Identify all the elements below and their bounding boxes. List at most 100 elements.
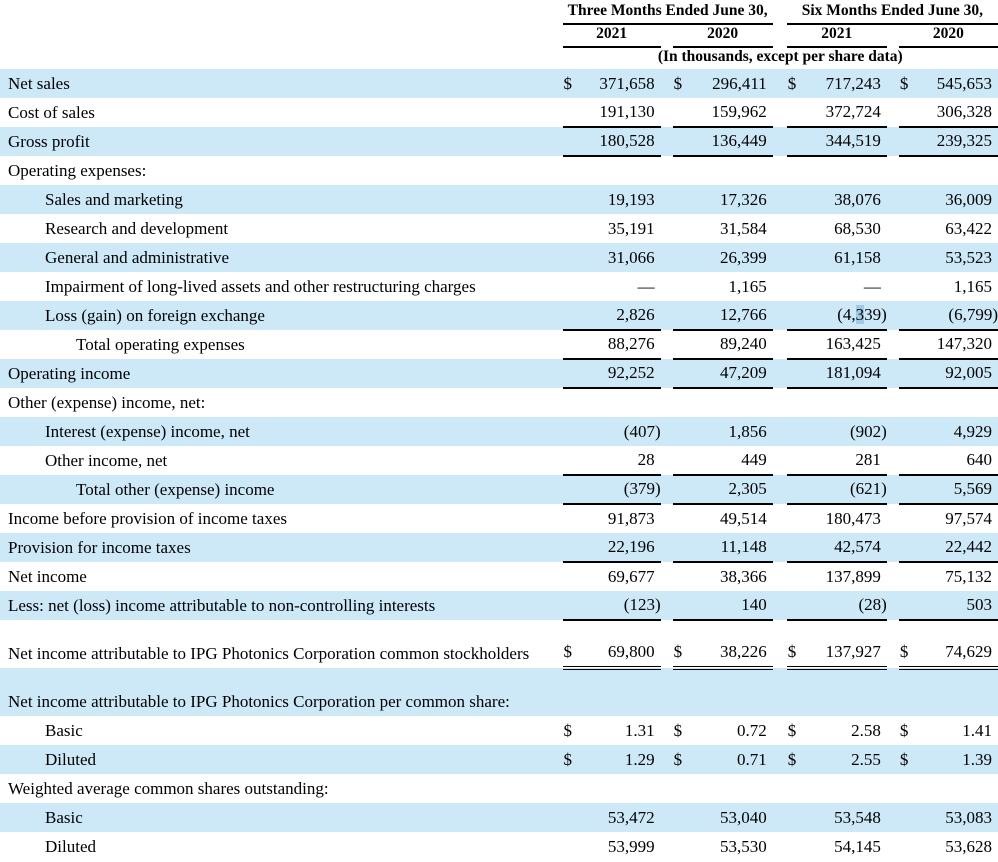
currency-cell (898, 803, 919, 832)
spacer (886, 359, 899, 388)
spacer (887, 330, 899, 359)
currency-cell (787, 504, 807, 533)
currency-cell (787, 562, 807, 591)
value-cell: 640 (918, 446, 998, 476)
spacer (660, 417, 673, 446)
value-cell (693, 156, 773, 185)
table-row: Less: net (loss) income attributable to … (0, 591, 998, 621)
table-row: Operating income 92,252 47,209 181,094 92,00… (0, 359, 998, 389)
value-cell: 281 (806, 446, 887, 476)
spacer (660, 359, 673, 388)
currency-cell (673, 832, 693, 861)
table-row: Research and development 35,191 31,584 68,5… (0, 214, 998, 243)
value-cell: 17,326 (692, 185, 773, 214)
value-cell: 1,165 (728, 277, 767, 296)
value-cell (582, 668, 661, 716)
table-row: Sales and marketing 19,193 17,326 38,076 36,… (0, 185, 998, 214)
spacer (773, 24, 787, 47)
value-cell: 1.29 (582, 745, 661, 774)
value-cell: 53,548 (806, 803, 887, 832)
currency-cell (562, 98, 583, 128)
currency-cell (786, 803, 807, 832)
value-cell: 0.72 (736, 721, 767, 740)
value-cell (919, 774, 998, 803)
currency-cell (563, 832, 583, 861)
value-cell: 38,226 (692, 620, 773, 670)
value-cell: 47,209 (692, 359, 773, 389)
spacer (886, 301, 899, 330)
value-cell: 2.55 (806, 745, 887, 774)
value-cell: 12,766 (692, 301, 773, 331)
table-row: Income before provision of income taxes 9… (0, 504, 998, 533)
value-cell: (4,339) (806, 301, 887, 331)
row-label: Diluted (45, 837, 96, 856)
spacer (661, 214, 673, 243)
value-cell: 2,826 (582, 301, 661, 331)
table-row: Diluted $1.29 $0.71 $2.55 $1.39 (0, 745, 998, 774)
currency-cell (563, 774, 583, 803)
spacer (661, 620, 673, 668)
spacer (773, 446, 787, 475)
value-cell: (28) (806, 591, 887, 621)
currency-cell: $ (672, 620, 693, 670)
value-cell: 31,066 (582, 243, 661, 272)
value-cell (693, 388, 773, 417)
currency-cell (672, 301, 693, 331)
currency-cell (898, 185, 919, 214)
row-label: Sales and marketing (0, 185, 557, 214)
currency-cell (899, 504, 919, 533)
currency-cell: $ (562, 69, 583, 98)
currency-cell (898, 591, 919, 621)
row-label: Total operating expenses (76, 335, 245, 354)
value-cell: 137,899 (825, 567, 881, 586)
value-cell: 74,629 (918, 620, 998, 670)
table-row: Total operating expenses 88,276 89,240 163,… (0, 330, 998, 360)
period-group-header-three-months: Three Months Ended June 30, (562, 0, 773, 25)
currency-cell (562, 446, 583, 476)
currency-cell (898, 533, 919, 563)
currency-cell (786, 127, 807, 157)
value-cell: 1,165 (953, 277, 992, 296)
value-cell: (123) (582, 591, 661, 621)
currency-cell (672, 533, 693, 563)
currency-cell: $ (562, 620, 583, 670)
value-cell (806, 668, 887, 716)
row-label: Research and development (45, 219, 229, 238)
currency-cell (899, 272, 919, 301)
spacer (660, 243, 673, 272)
spacer (772, 127, 787, 156)
table-row: Weighted average common shares outstandi… (0, 774, 998, 803)
value-cell: 38,366 (719, 567, 767, 586)
table-row: Impairment of long-lived assets and othe… (0, 272, 998, 301)
value-cell: 545,653 (918, 69, 998, 98)
spacer (773, 156, 787, 185)
currency-cell (563, 388, 583, 417)
currency-cell (562, 127, 583, 157)
currency-cell: $ (563, 721, 573, 740)
value-cell: 371,658 (582, 69, 661, 98)
value-cell: 53,999 (607, 837, 655, 856)
spacer (660, 745, 673, 774)
value-cell (807, 156, 887, 185)
value-cell: 22,196 (582, 533, 661, 563)
value-cell (692, 668, 773, 716)
spacer (772, 745, 787, 774)
currency-cell (673, 388, 693, 417)
value-cell: 1.39 (918, 745, 998, 774)
currency-cell (898, 359, 919, 389)
value-cell: 344,519 (806, 127, 887, 157)
currency-cell: $ (898, 620, 919, 670)
value-cell: 63,422 (945, 219, 992, 238)
row-label: Basic (0, 803, 557, 832)
row-label: Impairment of long-lived assets and othe… (45, 277, 476, 296)
value-cell: 503 (918, 591, 998, 621)
currency-cell (898, 475, 919, 505)
spacer (556, 69, 563, 98)
value-cell: 4,929 (918, 417, 998, 446)
value-cell: 53,083 (918, 803, 998, 832)
spacer (772, 359, 787, 388)
value-cell (583, 156, 661, 185)
year-header: 2021 (786, 24, 887, 48)
spacer (772, 301, 787, 330)
